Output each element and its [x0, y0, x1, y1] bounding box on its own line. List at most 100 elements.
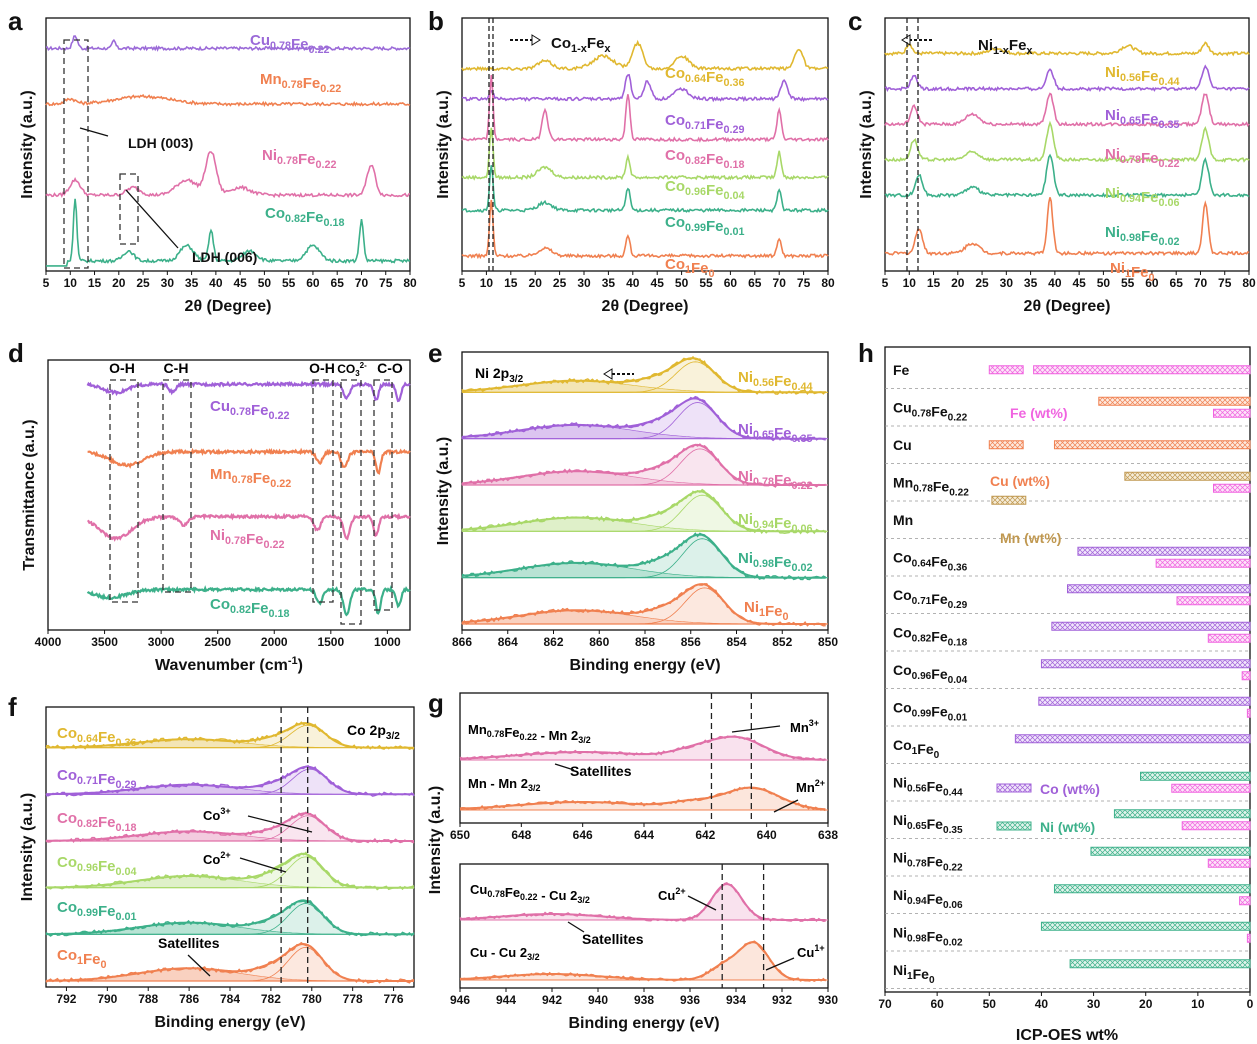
bar-ni — [1090, 846, 1251, 856]
bar-cu-ref — [1053, 440, 1251, 450]
y-axis-label: Intensity (a.u.) — [858, 90, 875, 198]
y-axis-label: Transmittance (a.u.) — [21, 419, 38, 570]
xrd-curve — [884, 92, 1250, 128]
plot-frame — [45, 706, 415, 988]
x-tick-label: 856 — [681, 635, 701, 649]
x-tick-label: 50 — [983, 997, 997, 1011]
x-tick-label: 644 — [634, 828, 654, 842]
series-label: Co0.99Fe0.01 — [665, 214, 745, 238]
series-label: Co0.82Fe0.18 — [210, 596, 290, 620]
cu1-label: Cu1+ — [797, 943, 825, 960]
y-axis-label: Intensity (a.u.) — [19, 90, 36, 198]
x-tick-label: 20 — [529, 276, 543, 290]
xrd-curve — [461, 74, 829, 143]
co3-arrow — [247, 815, 313, 833]
bar-fe — [1241, 671, 1251, 681]
x-tick-label: 20 — [951, 276, 965, 290]
satellite-arrow — [554, 763, 575, 771]
x-tick-label: 60 — [1145, 276, 1159, 290]
fit-area — [460, 942, 828, 980]
panel-letter: g — [428, 688, 444, 718]
fit-area — [460, 884, 828, 920]
x-tick-label: 80 — [821, 276, 835, 290]
series-label: Cu - Cu 23/2 — [470, 945, 540, 962]
row-label: Ni1Fe0 — [893, 962, 935, 986]
series-label: Mn0.78Fe0.22 — [260, 71, 341, 95]
x-tick-label: 20 — [112, 276, 126, 290]
bar-fe — [1207, 858, 1251, 868]
bar-mn-ref — [991, 495, 1027, 505]
x-axis-label: Wavenumber (cm-1) — [155, 655, 303, 674]
x-tick-label: 60 — [724, 276, 738, 290]
series-label: Ni0.65Fe0.35 — [738, 421, 813, 445]
x-tick-label: 784 — [220, 992, 240, 1006]
x-tick-label: 2500 — [204, 635, 231, 649]
mn2-label: Mn2+ — [796, 778, 825, 795]
x-axis-label: Binding energy (eV) — [569, 657, 720, 674]
spectrum-title: Co 2p3/2 — [347, 722, 400, 742]
fit-curve — [46, 899, 414, 936]
plot-frame — [461, 17, 829, 272]
row-label: Co0.96Fe0.04 — [893, 662, 968, 686]
ldh006-arrow — [125, 189, 179, 249]
x-tick-label: 646 — [573, 828, 593, 842]
bar-co — [1067, 584, 1251, 594]
x-tick-label: 4000 — [35, 635, 62, 649]
x-tick-label: 780 — [302, 992, 322, 1006]
bar-fe — [1171, 783, 1251, 793]
ldh003-box — [63, 39, 89, 269]
xrd-curve — [45, 93, 411, 108]
panel-letter: h — [858, 338, 874, 368]
bar-mn — [1124, 471, 1251, 481]
legend-ni-swatch — [996, 821, 1032, 831]
x-tick-label: 940 — [588, 993, 608, 1007]
xrd-curve — [45, 35, 411, 52]
xrd-curve — [884, 197, 1250, 257]
bar-cu — [1098, 396, 1251, 406]
legend-ni: Ni (wt%) — [1040, 819, 1095, 835]
bar-fe — [1207, 633, 1251, 643]
panel-letter: c — [848, 6, 862, 36]
fit-area — [462, 534, 826, 578]
xrd-curve — [46, 198, 411, 267]
spectrum-title: Ni 2p3/2 — [475, 365, 524, 385]
x-tick-label: 642 — [695, 828, 715, 842]
panel-g-top: 650 648 646 644 642 640 638 g Mn0.78Fe0.22 - Mn … — [428, 688, 838, 842]
bar-co — [1014, 734, 1251, 744]
series-label: Co1Fe0 — [665, 256, 715, 280]
mn3-label: Mn3+ — [790, 718, 819, 735]
fit-area — [46, 766, 414, 795]
x-tick-label: 35 — [602, 276, 616, 290]
x-tick-label: 25 — [553, 276, 567, 290]
plot-frame — [461, 351, 829, 631]
x-tick-label: 858 — [635, 635, 655, 649]
xrd-curve — [884, 64, 1250, 93]
panel-letter: d — [8, 338, 24, 368]
x-tick-label: 648 — [511, 828, 531, 842]
x-tick-label: 788 — [138, 992, 158, 1006]
x-tick-label: 10 — [1191, 997, 1205, 1011]
x-tick-label: 1000 — [374, 635, 401, 649]
fit-area — [462, 358, 826, 393]
legend-co: Co (wt%) — [1040, 781, 1100, 797]
band-box — [162, 379, 192, 593]
x-tick-label: 10 — [480, 276, 494, 290]
x-tick-label: 35 — [185, 276, 199, 290]
row-label: Ni0.78Fe0.22 — [893, 849, 963, 873]
x-tick-label: 70 — [1194, 276, 1208, 290]
satellite-label: Satellites — [570, 763, 632, 779]
panel-e: 866 864 862 860 858 856 854 852 850 Binding energ… — [428, 338, 838, 674]
x-tick-label: 50 — [258, 276, 272, 290]
series-label: Co0.96Fe0.04 — [665, 178, 745, 202]
bar-ni — [1113, 809, 1251, 819]
satellite-arrow — [567, 921, 585, 933]
x-tick-label: 70 — [773, 276, 787, 290]
series-label: Ni1Fe0 — [1110, 260, 1155, 284]
x-tick-label: 10 — [903, 276, 917, 290]
fit-area — [460, 736, 828, 760]
bar-fe — [1239, 896, 1251, 906]
x-tick-label: 778 — [343, 992, 363, 1006]
fit-area — [462, 491, 826, 532]
co2-arrow — [239, 857, 287, 873]
bar-fe — [1213, 408, 1251, 418]
